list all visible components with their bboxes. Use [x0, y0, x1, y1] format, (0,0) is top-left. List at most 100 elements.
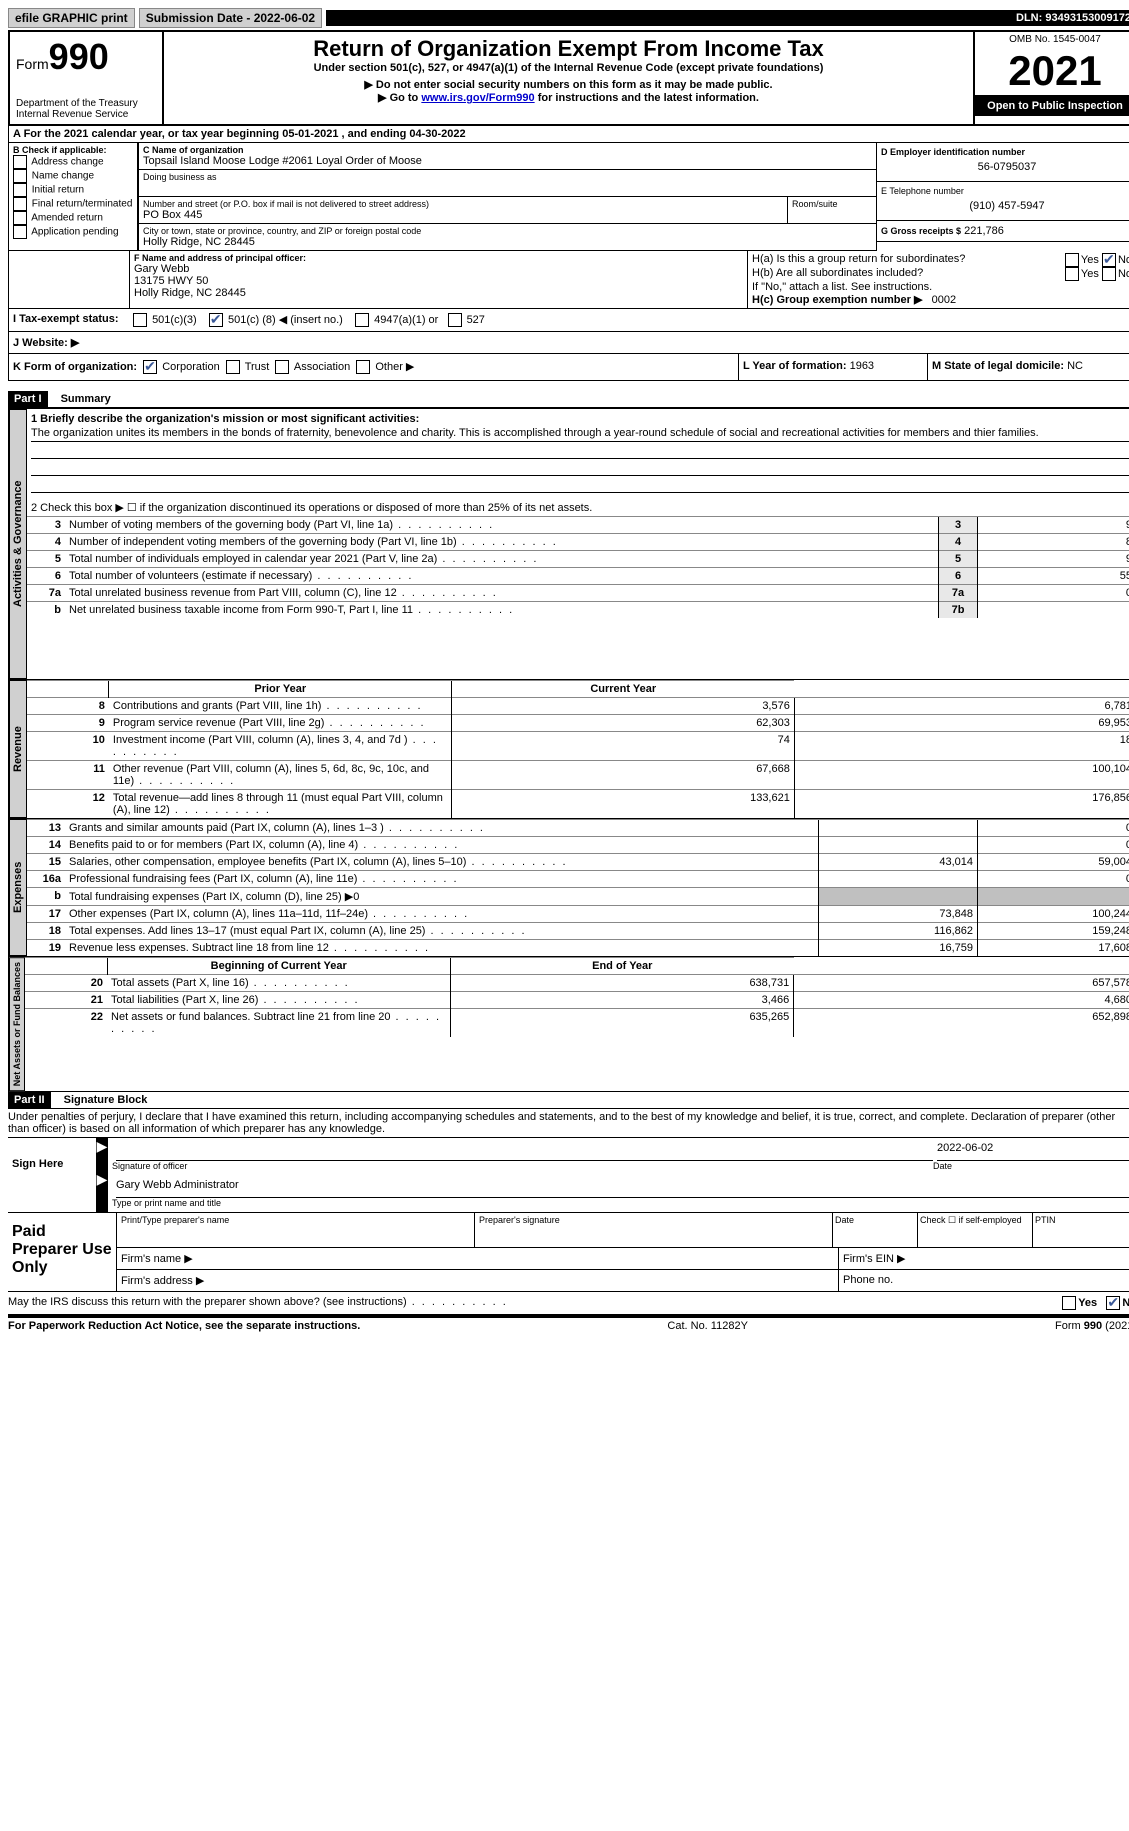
firm-ein-label: Firm's EIN ▶ — [838, 1248, 1129, 1269]
boxb-checkbox[interactable] — [13, 211, 27, 225]
city-value: Holly Ridge, NC 28445 — [143, 236, 872, 248]
boxk-checkbox[interactable] — [226, 360, 240, 374]
officer-name: Gary Webb — [134, 263, 743, 275]
line1-label: 1 Briefly describe the organization's mi… — [31, 413, 1129, 425]
firm-addr-label: Firm's address ▶ — [117, 1270, 838, 1291]
i-501c-checkbox[interactable] — [209, 313, 223, 327]
form-note2: ▶ Go to www.irs.gov/Form990 for instruct… — [170, 91, 967, 104]
hb-no-checkbox[interactable] — [1102, 267, 1116, 281]
open-public-label: Open to Public Inspection — [975, 96, 1129, 116]
sign-arrow-icon: ▶▶ — [96, 1138, 108, 1212]
tab-net-assets: Net Assets or Fund Balances — [9, 957, 25, 1091]
m-value: NC — [1067, 360, 1083, 372]
prep-sig-label: Preparer's signature — [475, 1213, 833, 1247]
tab-activities: Activities & Governance — [9, 409, 27, 679]
submission-date-button[interactable]: Submission Date - 2022-06-02 — [139, 8, 322, 28]
box-b: B Check if applicable: Address change Na… — [8, 143, 138, 251]
ha-label: H(a) Is this a group return for subordin… — [752, 253, 1065, 267]
discuss-label: May the IRS discuss this return with the… — [8, 1296, 1062, 1310]
part2-title: Signature Block — [54, 1094, 148, 1106]
line2: 2 Check this box ▶ ☐ if the organization… — [27, 499, 1129, 516]
hb-note: If "No," attach a list. See instructions… — [752, 281, 1129, 293]
declaration-text: Under penalties of perjury, I declare th… — [8, 1109, 1129, 1137]
hb-label: H(b) Are all subordinates included? — [752, 267, 1065, 281]
form-header: Form990 Department of the Treasury Inter… — [8, 30, 1129, 126]
ha-no-checkbox[interactable] — [1102, 253, 1116, 267]
part2-header: Part II — [8, 1092, 51, 1108]
boxb-checkbox[interactable] — [13, 155, 27, 169]
boxb-checkbox[interactable] — [13, 169, 27, 183]
top-bar: efile GRAPHIC print Submission Date - 20… — [8, 8, 1129, 28]
i-527-checkbox[interactable] — [448, 313, 462, 327]
entity-block: B Check if applicable: Address change Na… — [8, 143, 1129, 251]
e-label: E Telephone number — [881, 186, 1129, 196]
k-label: K Form of organization: — [13, 361, 137, 373]
phone-value: (910) 457-5947 — [881, 196, 1129, 216]
footer-form: Form 990 (2021) — [1055, 1320, 1129, 1332]
boxk-checkbox[interactable] — [143, 360, 157, 374]
street-label: Number and street (or P.O. box if mail i… — [143, 199, 783, 209]
prep-name-label: Print/Type preparer's name — [117, 1213, 475, 1247]
footer-pra: For Paperwork Reduction Act Notice, see … — [8, 1320, 360, 1332]
discuss-yes-checkbox[interactable] — [1062, 1296, 1076, 1310]
footer-cat: Cat. No. 11282Y — [667, 1320, 748, 1332]
form-label: Form — [16, 56, 49, 72]
l-value: 1963 — [850, 360, 874, 372]
i-501c3-checkbox[interactable] — [133, 313, 147, 327]
tax-year: 2021 — [975, 47, 1129, 96]
firm-name-label: Firm's name ▶ — [117, 1248, 838, 1269]
omb-label: OMB No. 1545-0047 — [975, 32, 1129, 47]
boxk-checkbox[interactable] — [275, 360, 289, 374]
irs-label: Internal Revenue Service — [16, 109, 156, 120]
i-label: I Tax-exempt status: — [13, 313, 133, 327]
boxb-checkbox[interactable] — [13, 183, 27, 197]
part1-header: Part I — [8, 391, 48, 407]
form-note1: ▶ Do not enter social security numbers o… — [170, 78, 967, 91]
dept-label: Department of the Treasury — [16, 98, 156, 109]
sign-here-label: Sign Here — [8, 1138, 96, 1212]
sig-name-value: Gary Webb Administrator — [116, 1179, 1129, 1198]
sig-officer-label: Signature of officer — [112, 1161, 933, 1171]
l-label: L Year of formation: — [743, 360, 847, 372]
officer-addr1: 13175 HWY 50 — [134, 275, 743, 287]
prep-date-label: Date — [833, 1213, 918, 1247]
discuss-no-checkbox[interactable] — [1106, 1296, 1120, 1310]
sig-date-value: 2022-06-02 — [937, 1142, 1129, 1161]
f-label: F Name and address of principal officer: — [134, 253, 743, 263]
c-name-label: C Name of organization — [143, 145, 872, 155]
boxb-checkbox[interactable] — [13, 225, 27, 239]
part1-title: Summary — [51, 393, 111, 405]
hb-yes-checkbox[interactable] — [1065, 267, 1079, 281]
boxk-checkbox[interactable] — [356, 360, 370, 374]
sig-date-label: Date — [933, 1161, 1129, 1171]
street-value: PO Box 445 — [143, 209, 783, 221]
efile-print-button[interactable]: efile GRAPHIC print — [8, 8, 135, 28]
m-label: M State of legal domicile: — [932, 360, 1064, 372]
line1-text: The organization unites its members in t… — [31, 427, 1129, 442]
period-line: A For the 2021 calendar year, or tax yea… — [8, 126, 1129, 143]
paid-preparer-label: Paid Preparer Use Only — [8, 1213, 116, 1291]
firm-phone-label: Phone no. — [838, 1270, 1129, 1291]
ha-yes-checkbox[interactable] — [1065, 253, 1079, 267]
irs-link[interactable]: www.irs.gov/Form990 — [421, 92, 534, 104]
hc-value: 0002 — [932, 294, 956, 306]
gross-receipts: 221,786 — [964, 225, 1004, 237]
room-label: Room/suite — [792, 199, 872, 209]
i-4947-checkbox[interactable] — [355, 313, 369, 327]
hc-label: H(c) Group exemption number ▶ — [752, 294, 922, 306]
org-name: Topsail Island Moose Lodge #2061 Loyal O… — [143, 155, 872, 167]
dln-label: DLN: 93493153009172 — [326, 10, 1129, 26]
prep-check-label: Check ☐ if self-employed — [918, 1213, 1033, 1247]
sig-name-label: Type or print name and title — [112, 1198, 1129, 1208]
tab-revenue: Revenue — [9, 680, 27, 818]
boxb-checkbox[interactable] — [13, 197, 27, 211]
form-title: Return of Organization Exempt From Incom… — [170, 36, 967, 62]
g-label: G Gross receipts $ — [881, 226, 961, 236]
d-label: D Employer identification number — [881, 147, 1129, 157]
form-subtitle: Under section 501(c), 527, or 4947(a)(1)… — [170, 62, 967, 74]
form-number: 990 — [49, 36, 109, 77]
city-label: City or town, state or province, country… — [143, 226, 872, 236]
j-label: J Website: ▶ — [13, 337, 79, 349]
ein-value: 56-0795037 — [881, 157, 1129, 177]
tab-expenses: Expenses — [9, 819, 27, 956]
